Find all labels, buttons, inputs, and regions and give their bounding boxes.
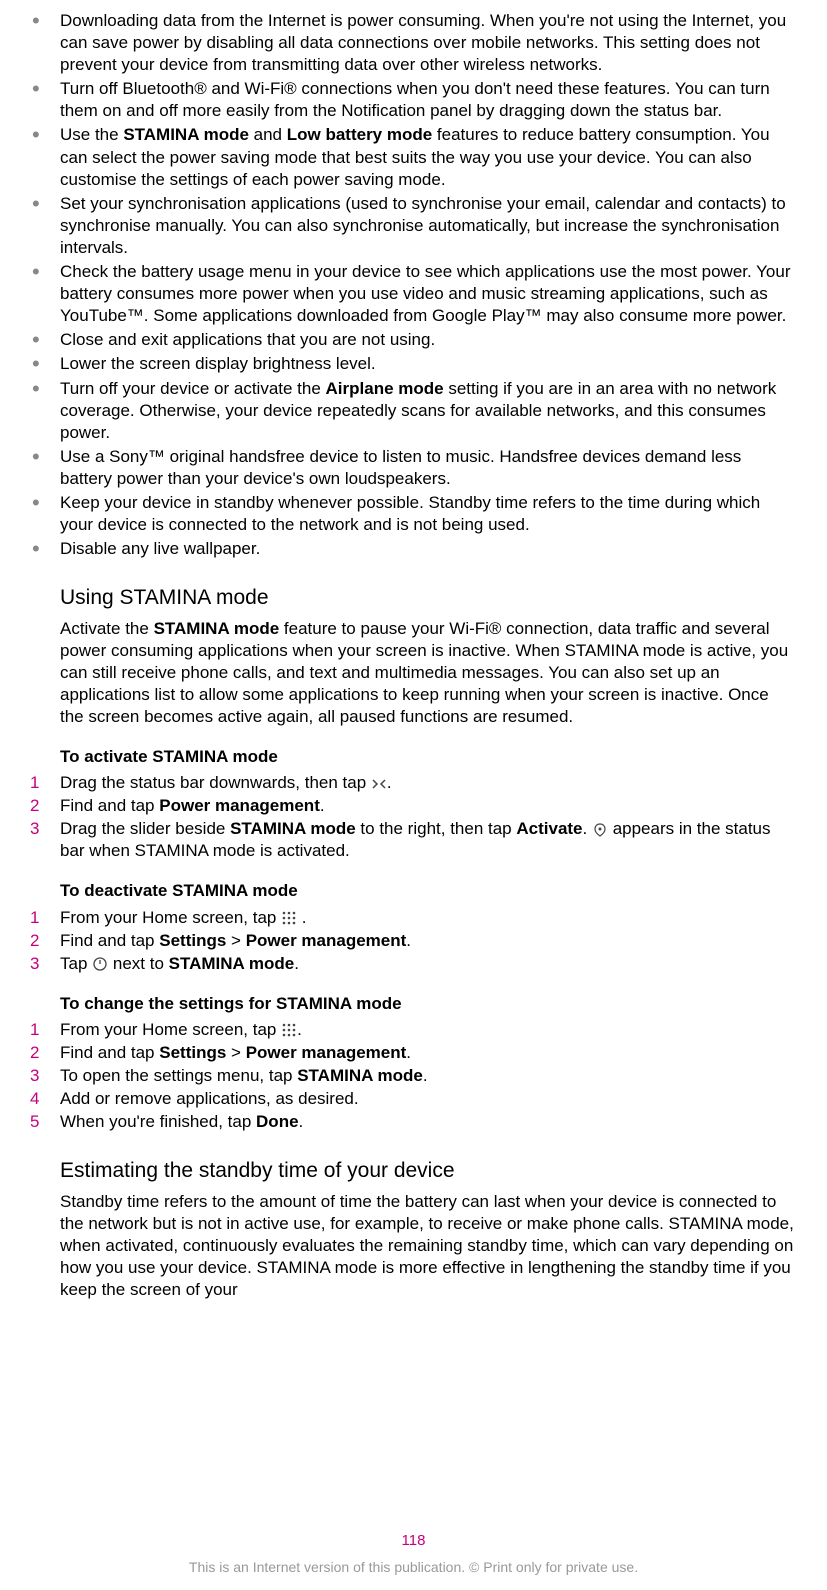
step-number: 4 <box>30 1088 50 1110</box>
bold-term: Low battery mode <box>287 125 432 144</box>
step-item: 1From your Home screen, tap . <box>30 1019 797 1041</box>
tip-item: Check the battery usage menu in your dev… <box>30 261 797 327</box>
step-item: 3Drag the slider beside STAMINA mode to … <box>30 818 797 862</box>
step-item: 1From your Home screen, tap . <box>30 907 797 929</box>
tip-text: Use the <box>60 125 123 144</box>
step-item: 5When you're finished, tap Done. <box>30 1111 797 1133</box>
tip-text: Use a Sony™ original handsfree device to… <box>60 447 741 488</box>
step-number: 5 <box>30 1111 50 1133</box>
footer-text: This is an Internet version of this publ… <box>0 1558 827 1576</box>
toggle-icon <box>92 956 108 972</box>
bold-term: Airplane mode <box>326 379 444 398</box>
stamina-icon <box>592 822 608 838</box>
tip-text: Lower the screen display brightness leve… <box>60 354 376 373</box>
tip-text: Downloading data from the Internet is po… <box>60 11 786 74</box>
step-number: 3 <box>30 953 50 975</box>
settings-icon <box>371 776 387 792</box>
tip-item: Keep your device in standby whenever pos… <box>30 492 797 536</box>
tip-text: Turn off Bluetooth® and Wi-Fi® connectio… <box>60 79 770 120</box>
activate-heading: To activate STAMINA mode <box>30 746 797 768</box>
step-item: 1Drag the status bar downwards, then tap… <box>30 772 797 794</box>
apps-icon <box>281 1022 297 1038</box>
tip-item: Downloading data from the Internet is po… <box>30 10 797 76</box>
step-item: 2Find and tap Settings > Power managemen… <box>30 1042 797 1064</box>
step-number: 1 <box>30 907 50 929</box>
tip-text: Check the battery usage menu in your dev… <box>60 262 791 325</box>
step-number: 1 <box>30 1019 50 1041</box>
step-number: 2 <box>30 1042 50 1064</box>
deactivate-steps: 1From your Home screen, tap . 2Find and … <box>30 907 797 975</box>
tip-text: Keep your device in standby whenever pos… <box>60 493 760 534</box>
step-item: 3Tap next to STAMINA mode. <box>30 953 797 975</box>
tip-item: Use a Sony™ original handsfree device to… <box>30 446 797 490</box>
bold-term: STAMINA mode <box>123 125 249 144</box>
step-item: 2Find and tap Settings > Power managemen… <box>30 930 797 952</box>
step-number: 2 <box>30 795 50 817</box>
tip-item: Disable any live wallpaper. <box>30 538 797 560</box>
page-number: 118 <box>0 1531 827 1551</box>
step-item: 2Find and tap Power management. <box>30 795 797 817</box>
stamina-paragraph: Activate the STAMINA mode feature to pau… <box>30 618 797 728</box>
step-number: 1 <box>30 772 50 794</box>
step-number: 2 <box>30 930 50 952</box>
deactivate-heading: To deactivate STAMINA mode <box>30 880 797 902</box>
activate-steps: 1Drag the status bar downwards, then tap… <box>30 772 797 862</box>
stamina-heading: Using STAMINA mode <box>30 584 797 611</box>
tip-item: Lower the screen display brightness leve… <box>30 353 797 375</box>
standby-paragraph: Standby time refers to the amount of tim… <box>30 1191 797 1301</box>
step-item: 4Add or remove applications, as desired. <box>30 1088 797 1110</box>
standby-heading: Estimating the standby time of your devi… <box>30 1157 797 1184</box>
tip-item: Set your synchronisation applications (u… <box>30 193 797 259</box>
tip-item: Turn off your device or activate the Air… <box>30 378 797 444</box>
tip-item: Use the STAMINA mode and Low battery mod… <box>30 124 797 190</box>
tip-item: Close and exit applications that you are… <box>30 329 797 351</box>
tip-item: Turn off Bluetooth® and Wi-Fi® connectio… <box>30 78 797 122</box>
tip-text: Turn off your device or activate the <box>60 379 326 398</box>
step-number: 3 <box>30 1065 50 1087</box>
bold-term: STAMINA mode <box>154 619 280 638</box>
step-number: 3 <box>30 818 50 840</box>
change-heading: To change the settings for STAMINA mode <box>30 993 797 1015</box>
apps-icon <box>281 910 297 926</box>
tip-text: Close and exit applications that you are… <box>60 330 435 349</box>
step-item: 3To open the settings menu, tap STAMINA … <box>30 1065 797 1087</box>
tip-text: Set your synchronisation applications (u… <box>60 194 786 257</box>
power-tips-list: Downloading data from the Internet is po… <box>30 10 797 560</box>
tip-text: Disable any live wallpaper. <box>60 539 260 558</box>
change-steps: 1From your Home screen, tap . 2Find and … <box>30 1019 797 1133</box>
